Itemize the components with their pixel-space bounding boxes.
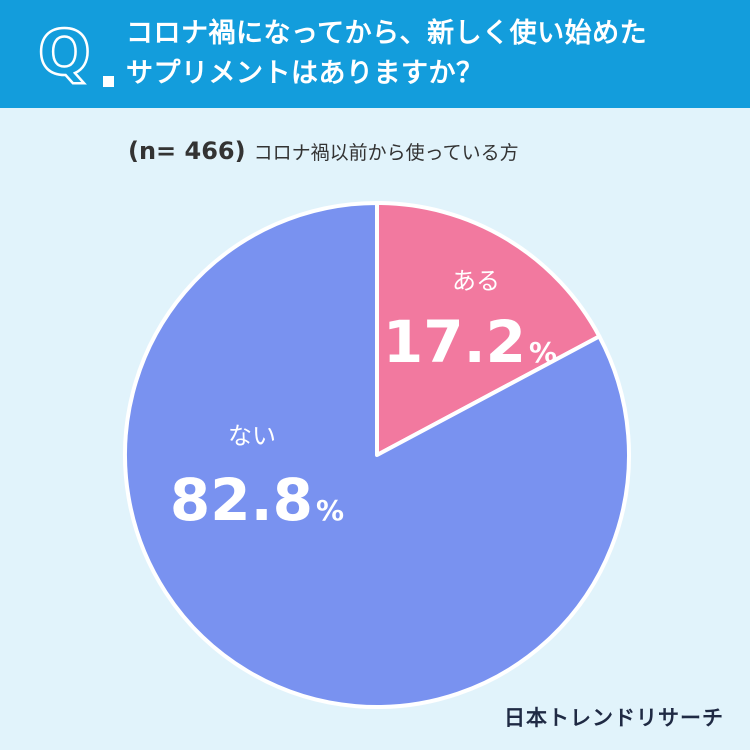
q-mark-icon: Q (37, 16, 92, 89)
question-line-1: コロナ禍になってから、新しく使い始めた (126, 18, 648, 49)
pie-slice-no (123, 201, 631, 709)
sample-size: (n= 466) (128, 137, 246, 165)
slice-value-yes: 17.2% (383, 308, 557, 376)
question-text: コロナ禍になってから、新しく使い始めた サプリメントはありますか？ (126, 14, 726, 94)
q-dot-icon (103, 76, 114, 87)
slice-label-no: ない (228, 422, 276, 450)
chart-subtitle: (n= 466) コロナ禍以前から使っている方 (128, 136, 519, 168)
pie-slice-yes (375, 201, 602, 457)
question-header: Q コロナ禍になってから、新しく使い始めた サプリメントはありますか？ (0, 0, 750, 108)
slice-label-yes: ある (452, 267, 500, 295)
slice-value-no: 82.8% (170, 466, 344, 534)
brand-logo: 日本トレンドリサーチ (504, 706, 724, 730)
question-line-2: サプリメントはありますか？ (126, 58, 484, 89)
sample-description: コロナ禍以前から使っている方 (253, 142, 519, 164)
